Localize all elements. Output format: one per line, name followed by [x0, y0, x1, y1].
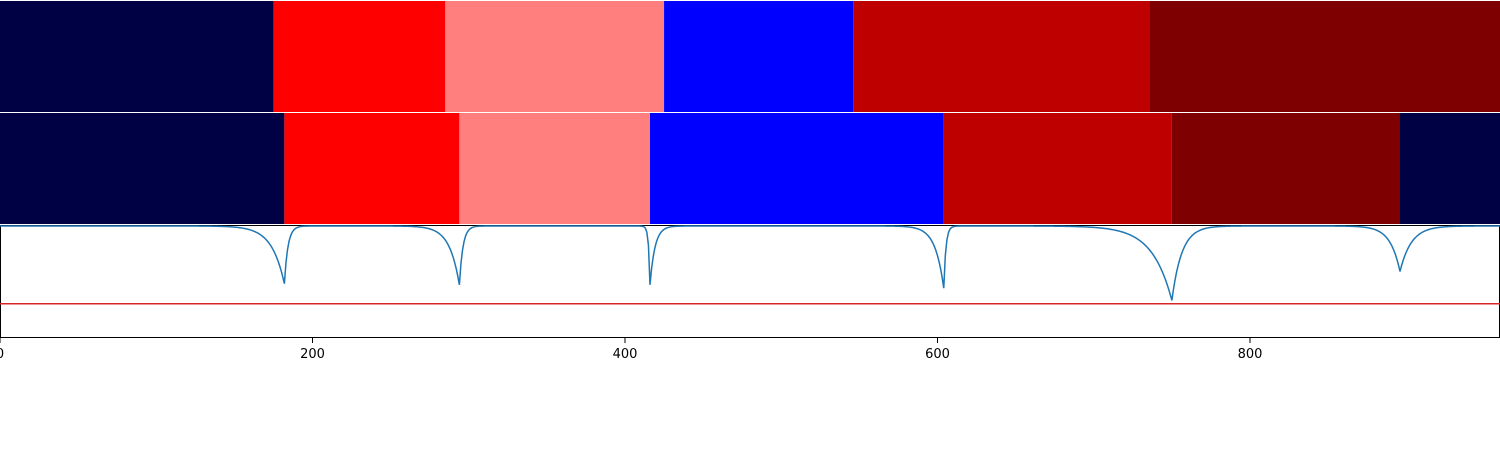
- segment-row-1: [0, 1, 1500, 112]
- segment-2-4: [650, 113, 944, 224]
- segment-1-5: [853, 1, 1150, 112]
- segment-2-2: [284, 113, 460, 224]
- x-tick-label-600: 600: [925, 347, 950, 362]
- x-tick-label-400: 400: [613, 347, 638, 362]
- segment-2-5: [943, 113, 1172, 224]
- segment-1-6: [1150, 1, 1500, 112]
- segment-1-1: [0, 1, 274, 112]
- line-panel-frame: [0, 225, 1500, 338]
- segment-2-6: [1171, 113, 1400, 224]
- segment-1-3: [445, 1, 665, 112]
- segment-2-3: [459, 113, 650, 224]
- x-axis: 0 200 400 600 800: [0, 338, 1262, 362]
- x-tick-label-800: 800: [1238, 347, 1263, 362]
- segment-1-4: [664, 1, 854, 112]
- segment-2-7: [1400, 113, 1500, 224]
- segment-2-1: [0, 113, 285, 224]
- x-tick-label-200: 200: [300, 347, 325, 362]
- segment-row-2: [0, 113, 1500, 224]
- x-tick-label-0: 0: [0, 347, 4, 362]
- series-line: [0, 225, 1500, 301]
- segment-1-2: [273, 1, 446, 112]
- segment-rows: [0, 1, 1500, 224]
- line-panel: [0, 225, 1500, 338]
